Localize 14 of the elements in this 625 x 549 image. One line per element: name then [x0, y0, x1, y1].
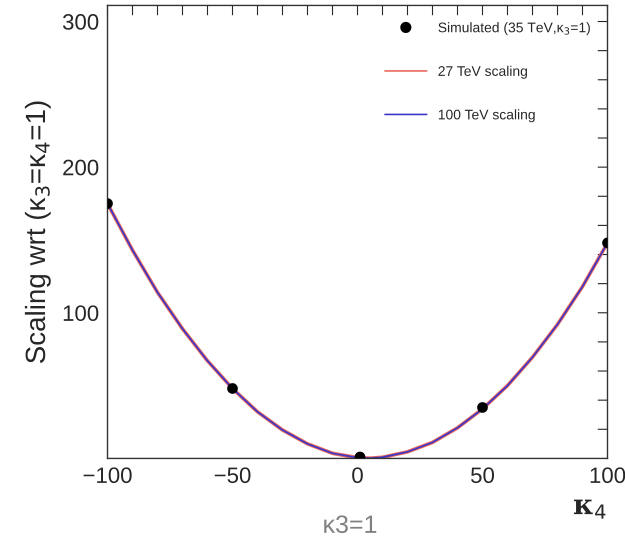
x-tick-label: −100: [84, 467, 132, 484]
legend-label: 27 TeV scaling: [438, 66, 527, 79]
y-tick-label: 200: [63, 160, 98, 176]
y-axis-title: Scaling wrt (κ$_{3}$=κ$_{4}$=1): [24, 102, 51, 364]
x-axis-title: κ$_{4}$: [574, 500, 606, 519]
y-tick-label: 300: [62, 14, 98, 30]
text: κ3=1: [324, 515, 376, 534]
x-tick-label: 50: [471, 467, 494, 484]
x-tick-label: −50: [214, 467, 250, 484]
legend-label: 100 TeV scaling: [438, 109, 535, 122]
y-tick-label: 100: [64, 305, 98, 322]
legend-label: Simulated (35 TeV,κ$_{3}$=1): [438, 22, 590, 36]
x-tick-label: 100: [590, 467, 625, 484]
x-tick-label: 0: [352, 467, 363, 484]
